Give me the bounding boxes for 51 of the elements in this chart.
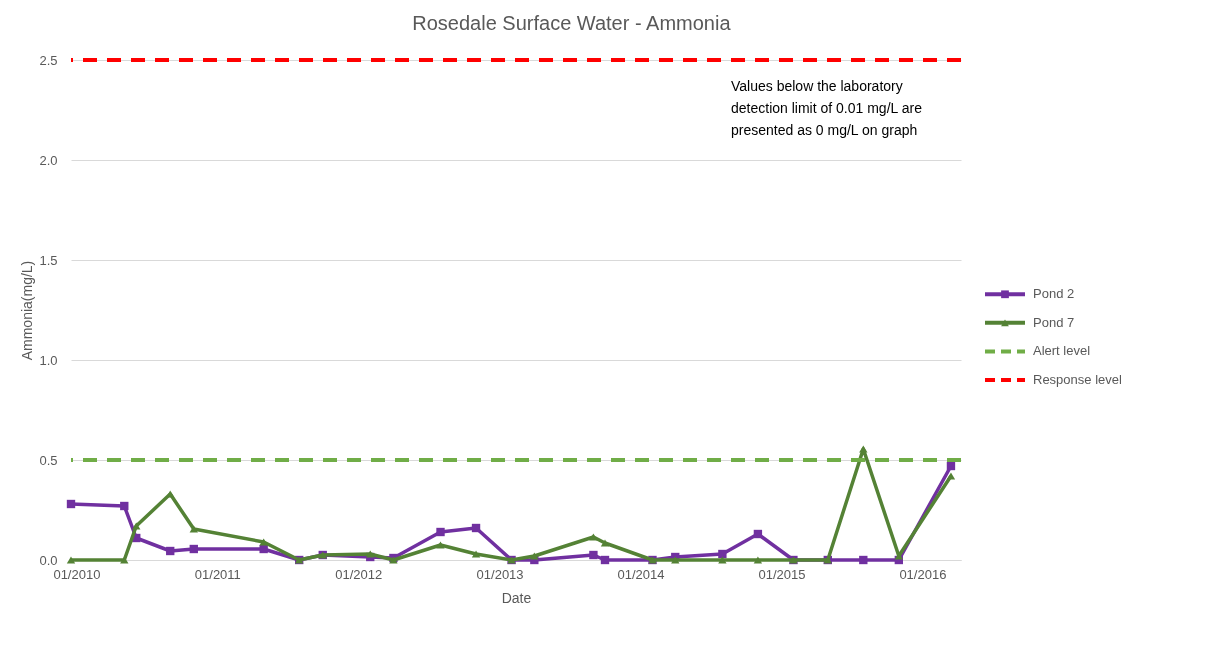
point xyxy=(589,533,598,541)
x-tick-label: 01/2013 xyxy=(476,566,524,582)
annotation: Values below the laboratory detection limit of 0.01 mg/L are presented as 0 mg/L on graph xyxy=(731,78,923,138)
point xyxy=(436,541,445,549)
x-tick-label: 01/2012 xyxy=(335,566,383,582)
y-axis-title: Ammonia(mg/L) xyxy=(19,260,36,361)
point xyxy=(120,501,129,511)
x-tick-label: 01/2011 xyxy=(194,566,241,582)
point xyxy=(66,499,76,509)
point xyxy=(530,552,539,560)
point xyxy=(600,539,610,547)
point xyxy=(259,538,268,546)
legend-label: Alert level xyxy=(1033,343,1091,359)
x-tick-label: 01/2016 xyxy=(899,566,947,582)
point xyxy=(189,525,198,533)
x-tick-label: 01/2010 xyxy=(53,566,101,582)
y-tick-label: 0.5 xyxy=(39,452,58,468)
point xyxy=(471,550,481,558)
point xyxy=(471,523,481,533)
point xyxy=(600,555,610,565)
point xyxy=(671,556,680,564)
legend-label: Pond 2 xyxy=(1033,286,1075,302)
point xyxy=(166,546,175,556)
y-tick-label: 1.5 xyxy=(39,252,58,268)
point xyxy=(946,461,956,471)
point xyxy=(366,550,375,558)
point xyxy=(436,527,445,537)
point xyxy=(718,549,727,559)
y-tick-label: 0.0 xyxy=(39,552,58,568)
point xyxy=(166,490,175,498)
point xyxy=(859,445,868,453)
x-tick-label: 01/2015 xyxy=(758,566,806,582)
legend-label: Response level xyxy=(1033,372,1122,387)
y-tick-label: 1.0 xyxy=(39,352,58,368)
legend-label: Pond 7 xyxy=(1033,314,1075,330)
point xyxy=(753,556,763,564)
point xyxy=(718,556,727,564)
x-axis-title: Date xyxy=(501,589,532,606)
x-tick-label: 01/2014 xyxy=(617,566,665,582)
y-tick-label: 2.0 xyxy=(39,152,58,168)
chart-title: Rosedale Surface Water - Ammonia xyxy=(412,12,732,34)
point xyxy=(66,556,76,564)
y-tick-label: 2.5 xyxy=(39,52,58,68)
point xyxy=(132,522,141,530)
point xyxy=(589,550,598,560)
point xyxy=(753,529,763,539)
point xyxy=(859,555,868,565)
point xyxy=(259,544,268,554)
point xyxy=(189,544,198,554)
point xyxy=(946,472,956,480)
point xyxy=(120,556,129,564)
